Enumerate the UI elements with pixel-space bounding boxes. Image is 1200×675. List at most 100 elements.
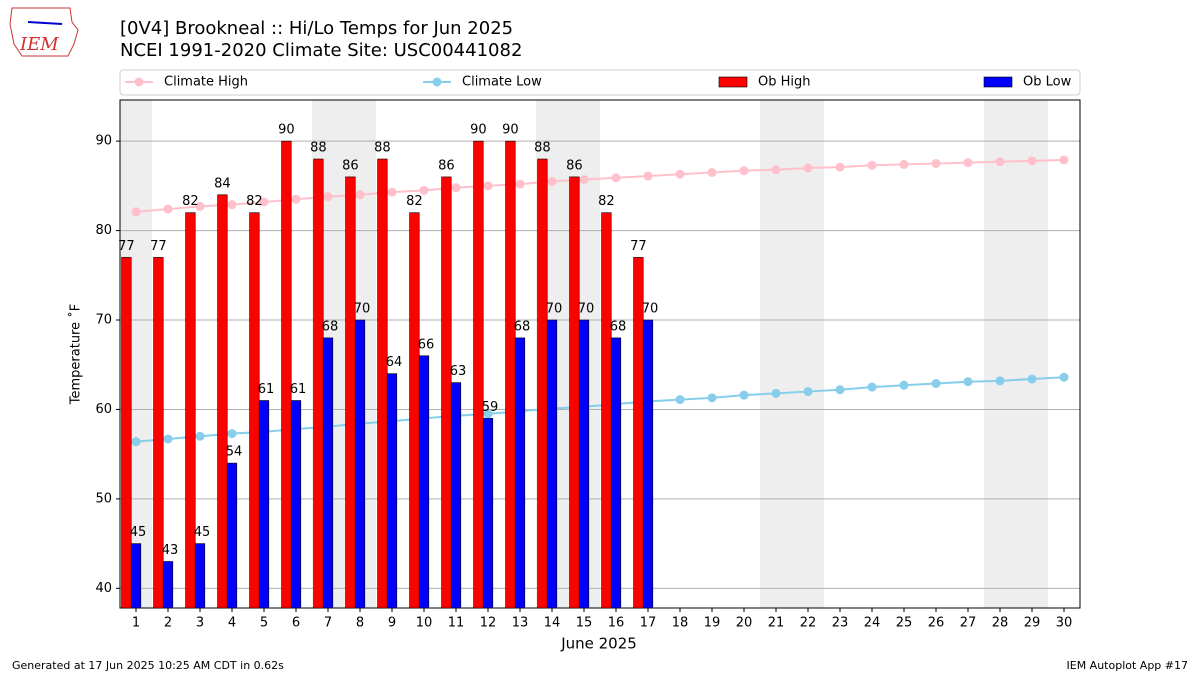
bar-label: 68 (610, 319, 627, 334)
bar (386, 373, 398, 609)
bar (153, 257, 164, 609)
x-tick-label: 8 (356, 616, 364, 631)
bar-label: 88 (534, 141, 551, 156)
y-tick-label: 50 (95, 491, 112, 506)
x-tick-label: 27 (960, 616, 977, 631)
marker (1059, 155, 1069, 165)
marker (771, 388, 781, 398)
x-tick-label: 16 (608, 616, 625, 631)
x-tick-label: 3 (196, 616, 204, 631)
bar-label: 90 (278, 123, 295, 138)
weekend-shade (760, 100, 792, 608)
bar-label: 77 (150, 239, 167, 254)
marker (195, 431, 205, 441)
marker (451, 183, 461, 193)
x-tick-label: 11 (448, 616, 465, 631)
bar-label: 64 (386, 355, 403, 370)
bar (537, 158, 548, 609)
bar (546, 319, 558, 609)
legend-label: Ob Low (1023, 75, 1072, 90)
bar-label: 82 (246, 194, 263, 209)
legend-box (119, 69, 1081, 96)
footer-left: Generated at 17 Jun 2025 10:25 AM CDT in… (12, 659, 284, 672)
footer-right: IEM Autoplot App #17 (1067, 659, 1189, 672)
marker (1027, 374, 1037, 384)
bar (601, 212, 612, 609)
weekend-shade (984, 100, 1016, 608)
logo-outline (9, 7, 79, 57)
marker (323, 192, 333, 202)
chart-subtitle: NCEI 1991-2020 Climate Site: USC00441082 (120, 40, 522, 61)
marker (643, 171, 653, 181)
marker (675, 395, 685, 405)
bar-label: 61 (290, 382, 307, 397)
bar-label: 82 (598, 194, 615, 209)
y-tick-label: 90 (95, 134, 112, 149)
bar (217, 194, 228, 609)
x-tick-label: 2 (164, 616, 172, 631)
bar (610, 337, 622, 609)
bar-label: 86 (342, 158, 359, 173)
marker (803, 163, 813, 173)
x-tick-label: 29 (1024, 616, 1041, 631)
x-tick-label: 5 (260, 616, 268, 631)
y-tick-label: 80 (95, 223, 112, 238)
bar (226, 462, 238, 609)
legend-label: Ob High (758, 75, 811, 90)
marker (387, 187, 397, 197)
bar-label: 77 (630, 239, 647, 254)
bar (569, 176, 580, 609)
bar-label: 82 (406, 194, 423, 209)
legend-marker (134, 77, 144, 87)
bar (130, 543, 142, 609)
marker (931, 159, 941, 168)
marker (483, 181, 493, 191)
x-tick-label: 12 (480, 616, 497, 631)
bar-label: 66 (418, 337, 435, 352)
bar (642, 319, 654, 609)
marker (739, 390, 749, 400)
marker (835, 385, 845, 395)
x-tick-label: 9 (388, 616, 396, 631)
bar (121, 257, 132, 609)
marker (611, 173, 621, 183)
marker (771, 165, 781, 175)
y-tick-label: 40 (95, 581, 112, 596)
legend-marker (432, 77, 442, 87)
bar-label: 45 (130, 525, 147, 540)
marker (931, 379, 941, 389)
marker (291, 194, 301, 204)
marker (867, 382, 877, 392)
bar-label: 68 (514, 319, 531, 334)
plot-frame (119, 99, 1081, 609)
marker (195, 201, 205, 211)
marker (835, 162, 845, 172)
bar-label: 88 (374, 141, 391, 156)
marker (163, 204, 173, 214)
x-tick-label: 13 (512, 616, 529, 631)
bar-label: 43 (162, 543, 179, 558)
x-tick-label: 22 (800, 616, 817, 631)
bar-label: 54 (226, 445, 243, 460)
x-axis-label: June 2025 (560, 635, 637, 653)
x-tick-label: 18 (672, 616, 689, 631)
bar-label: 82 (182, 194, 199, 209)
bar (258, 400, 270, 609)
bar-label: 59 (482, 400, 499, 415)
x-tick-label: 1 (132, 616, 140, 631)
bar (441, 176, 452, 609)
x-tick-label: 10 (416, 616, 433, 631)
legend-swatch (718, 76, 748, 88)
bar (185, 212, 196, 609)
x-tick-label: 24 (864, 616, 881, 631)
bar-label: 90 (502, 123, 519, 138)
x-tick-label: 28 (992, 616, 1009, 631)
marker (515, 179, 525, 189)
x-tick-label: 21 (768, 616, 785, 631)
marker (227, 200, 237, 210)
bar (162, 561, 174, 609)
bar (281, 140, 292, 609)
bar (473, 140, 484, 609)
bar (354, 319, 366, 609)
